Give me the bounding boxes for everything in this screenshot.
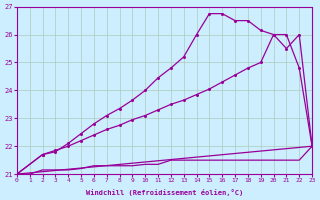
X-axis label: Windchill (Refroidissement éolien,°C): Windchill (Refroidissement éolien,°C): [86, 189, 243, 196]
